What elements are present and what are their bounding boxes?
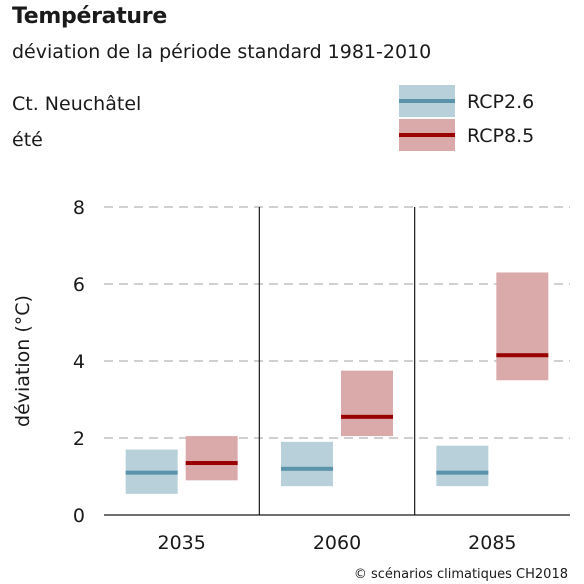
x-tick-label: 2035 xyxy=(157,532,205,554)
x-tick-label: 2060 xyxy=(313,532,361,554)
period-dividers xyxy=(258,207,416,515)
range-bar-rcp85 xyxy=(496,272,549,381)
y-axis-label: déviation (°C) xyxy=(12,295,34,427)
credit-text: © scénarios climatiques CH2018 xyxy=(353,567,568,582)
median-line-rcp85 xyxy=(496,353,549,358)
legend: RCP2.6 RCP8.5 xyxy=(399,85,534,151)
range-bar-rcp26 xyxy=(281,441,333,487)
ranges xyxy=(125,272,549,494)
range-bar-rcp85 xyxy=(185,436,238,481)
x-tick-label: 2085 xyxy=(468,532,516,554)
x-tick-labels: 2035 2060 2085 xyxy=(157,532,516,554)
chart-title: Température xyxy=(12,4,167,29)
y-tick-label: 2 xyxy=(73,428,85,450)
y-tick-label: 8 xyxy=(73,197,85,219)
region-label: Ct. Neuchâtel xyxy=(12,93,142,115)
chart-subtitle: déviation de la période standard 1981-20… xyxy=(12,41,432,63)
legend-rcp85-line xyxy=(399,133,455,137)
season-label: été xyxy=(12,129,43,151)
median-line-rcp26 xyxy=(436,470,489,475)
median-line-rcp85 xyxy=(341,414,393,419)
y-tick-label: 4 xyxy=(73,351,85,373)
median-line-rcp26 xyxy=(281,466,333,471)
grid-lines xyxy=(104,206,570,439)
y-tick-labels: 0 2 4 6 8 xyxy=(73,197,85,527)
range-bar-rcp26 xyxy=(436,445,489,487)
range-bar-rcp85 xyxy=(341,370,393,437)
median-line-rcp26 xyxy=(125,470,178,475)
y-tick-label: 0 xyxy=(73,505,85,527)
median-line-rcp85 xyxy=(185,461,238,466)
legend-rcp26-label: RCP2.6 xyxy=(467,91,534,113)
y-tick-label: 6 xyxy=(73,274,85,296)
legend-rcp85-label: RCP8.5 xyxy=(467,125,534,147)
legend-rcp26-line xyxy=(399,99,455,103)
